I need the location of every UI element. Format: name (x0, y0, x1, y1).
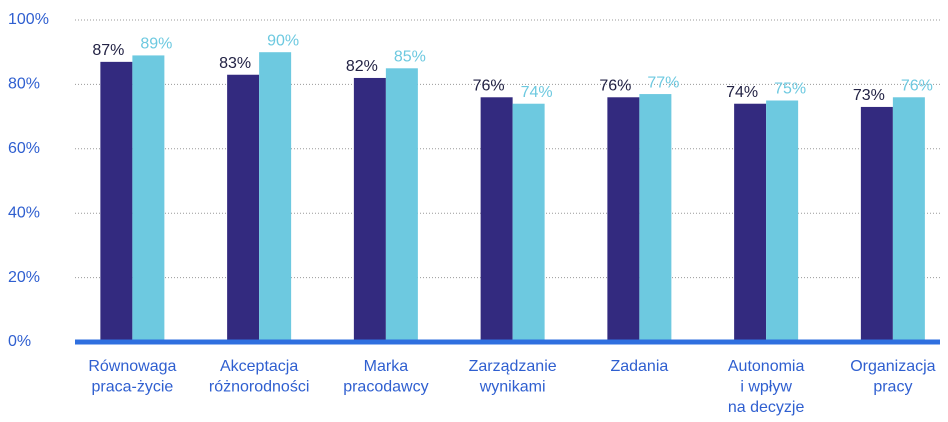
bar (100, 61, 133, 343)
x-tick-label: Marka (364, 358, 409, 375)
value-label: 76% (473, 77, 505, 94)
y-tick-label: 100% (8, 11, 49, 28)
value-label: 87% (92, 42, 124, 59)
x-tick-label: Zadania (610, 358, 668, 375)
x-tick-label: i wpływ (740, 379, 792, 396)
y-tick-label: 80% (8, 76, 40, 93)
bar (512, 103, 545, 342)
x-tick-label: Równowaga (88, 358, 176, 375)
value-label: 82% (346, 58, 378, 75)
y-tick-label: 0% (8, 333, 31, 350)
value-label: 90% (267, 32, 299, 49)
bar (766, 100, 799, 342)
bar (385, 68, 418, 343)
bar (860, 106, 893, 342)
value-label: 76% (599, 77, 631, 94)
bar (607, 97, 640, 342)
value-label: 74% (726, 84, 758, 101)
bar (639, 94, 672, 342)
value-label: 73% (853, 87, 885, 104)
x-tick-label: Akceptacja (220, 358, 298, 375)
bar (734, 103, 767, 342)
bar (132, 55, 165, 343)
bar (227, 74, 260, 343)
x-tick-label: wynikami (479, 379, 546, 396)
x-tick-label: Autonomia (728, 358, 805, 375)
y-tick-label: 60% (8, 140, 40, 157)
y-tick-label: 20% (8, 269, 40, 286)
value-label: 74% (521, 84, 553, 101)
bar (480, 97, 513, 342)
x-tick-label: Organizacja (850, 358, 935, 375)
value-label: 77% (647, 74, 679, 91)
bar (892, 97, 925, 342)
bar (259, 52, 292, 342)
value-label: 89% (140, 36, 172, 53)
value-label: 76% (901, 77, 933, 94)
value-label: 75% (774, 81, 806, 98)
value-label: 85% (394, 49, 426, 66)
value-label: 83% (219, 55, 251, 72)
x-tick-label: pracy (873, 379, 912, 396)
y-tick-label: 40% (8, 204, 40, 221)
bar (353, 77, 386, 343)
x-tick-label: na decyzje (728, 399, 805, 416)
x-tick-label: różnorodności (209, 379, 310, 396)
x-tick-label: praca-życie (91, 379, 173, 396)
x-tick-label: pracodawcy (343, 379, 428, 396)
x-tick-label: Zarządzanie (469, 358, 557, 375)
